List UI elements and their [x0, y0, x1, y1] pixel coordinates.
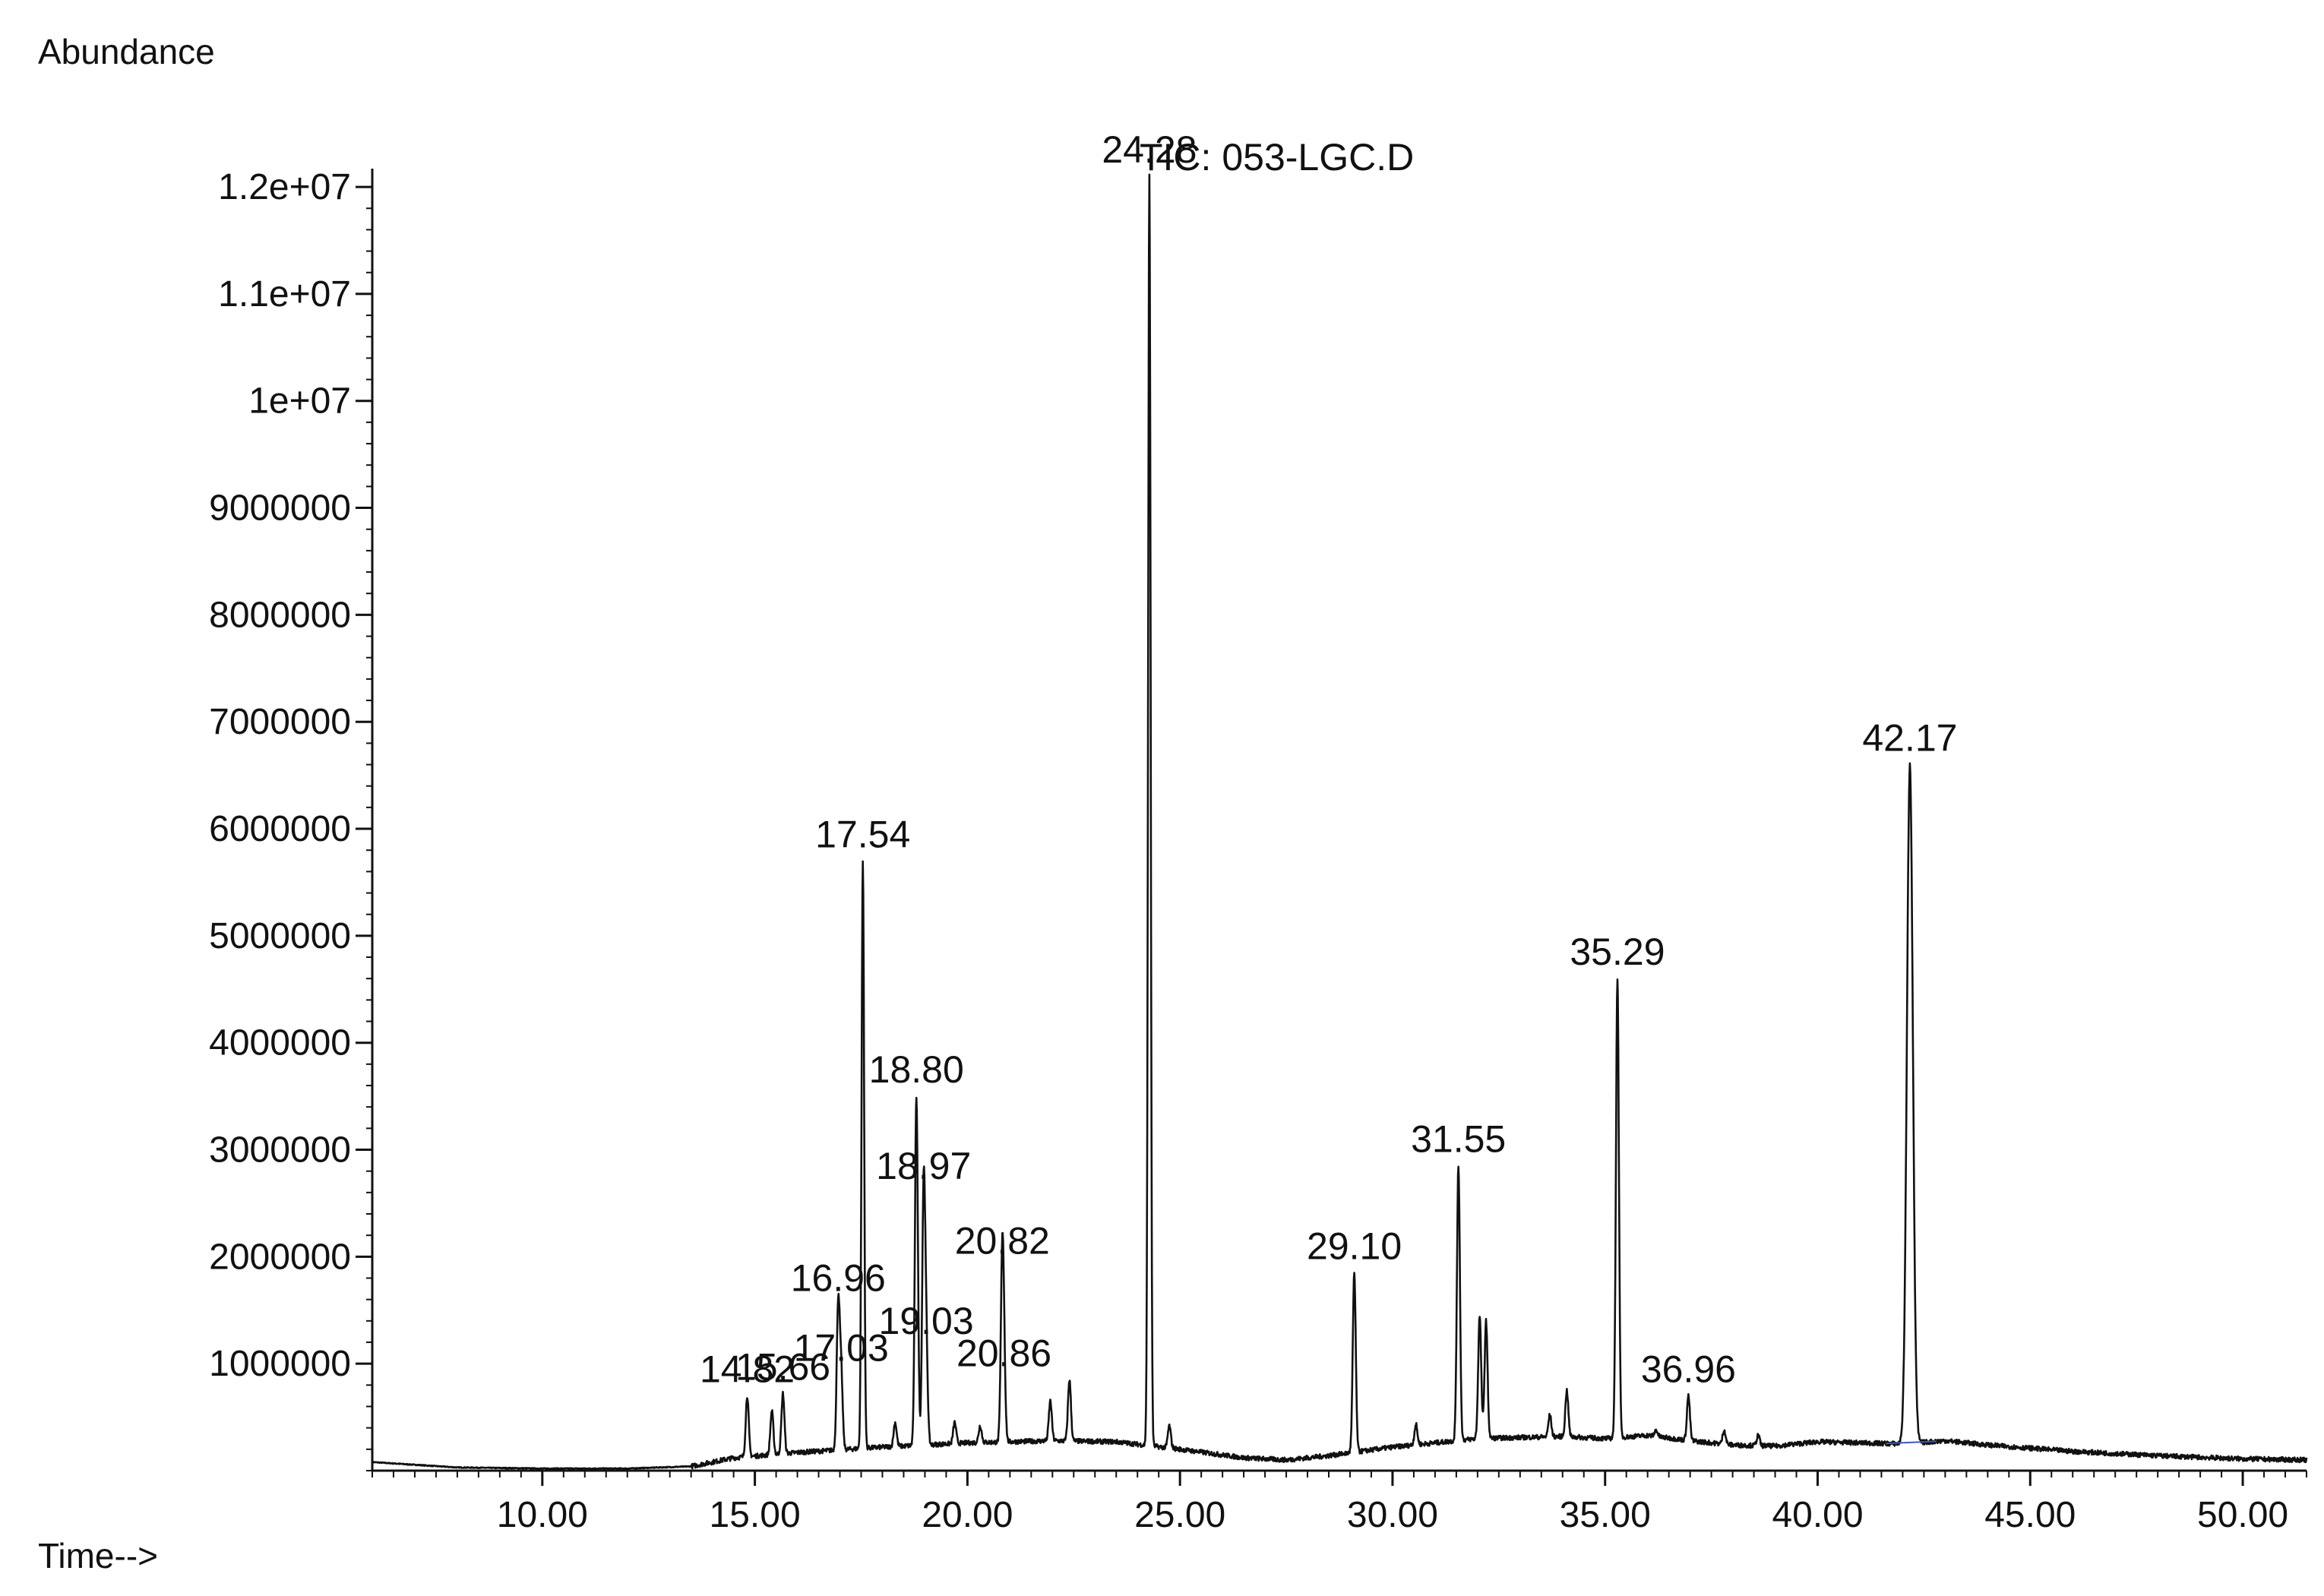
series-group [371, 173, 2308, 1470]
peak-label: 42.17 [1862, 717, 1957, 760]
tic-trace [371, 173, 2308, 1470]
y-tick-label: 2000000 [209, 1237, 351, 1277]
peak-label: 36.96 [1641, 1348, 1736, 1390]
peak-label: 15.66 [735, 1346, 830, 1389]
peak-label: 14.82 [700, 1348, 795, 1390]
peak-label: 18.97 [876, 1145, 971, 1187]
y-tick-label: 8000000 [209, 595, 351, 635]
peak-label: 19.03 [879, 1300, 974, 1342]
peak-label: 16.96 [791, 1257, 886, 1300]
peak-label: 31.55 [1411, 1118, 1506, 1161]
y-tick-label: 1.1e+07 [218, 274, 351, 314]
peak-label: 24.28 [1102, 128, 1197, 171]
y-tick-label: 1.2e+07 [218, 167, 351, 207]
x-tick-label: 25.00 [1134, 1495, 1225, 1535]
x-tick-label: 10.00 [497, 1495, 588, 1535]
peak-label: 29.10 [1307, 1225, 1402, 1267]
y-tick-label: 3000000 [209, 1130, 351, 1171]
peak-label: 17.03 [794, 1326, 889, 1369]
x-tick-label: 50.00 [2197, 1495, 2288, 1535]
x-tick-label: 15.00 [710, 1495, 801, 1535]
peak-label: 20.86 [956, 1332, 1051, 1374]
x-tick-label: 35.00 [1560, 1495, 1651, 1535]
x-tick-label: 45.00 [1984, 1495, 2076, 1535]
y-tick-label: 6000000 [209, 809, 351, 849]
peak-label: 20.82 [955, 1219, 1050, 1262]
axes-group [371, 169, 2307, 1472]
y-tick-label: 1e+07 [248, 381, 351, 422]
y-tick-label: 4000000 [209, 1023, 351, 1063]
x-tick-label: 30.00 [1347, 1495, 1438, 1535]
peak-label: 17.54 [815, 813, 910, 855]
integration-baseline [1885, 1440, 1937, 1445]
y-tick-label: 7000000 [209, 702, 351, 742]
y-tick-label: 9000000 [209, 488, 351, 529]
x-axis-label: Time--> [38, 1536, 158, 1575]
chart-title: TIC: 053-LGC.D [1140, 136, 1414, 179]
ticks-group: 1000000 2000000 3000000 4000000 5000000 60000… [209, 167, 2307, 1535]
peak-label: 18.80 [869, 1048, 964, 1091]
x-tick-label: 40.00 [1772, 1495, 1863, 1535]
y-tick-label: 1000000 [209, 1344, 351, 1384]
y-axis-label: Abundance [38, 32, 215, 71]
y-tick-label: 5000000 [209, 916, 351, 956]
x-tick-label: 20.00 [922, 1495, 1013, 1535]
peak-label: 35.29 [1570, 931, 1665, 973]
